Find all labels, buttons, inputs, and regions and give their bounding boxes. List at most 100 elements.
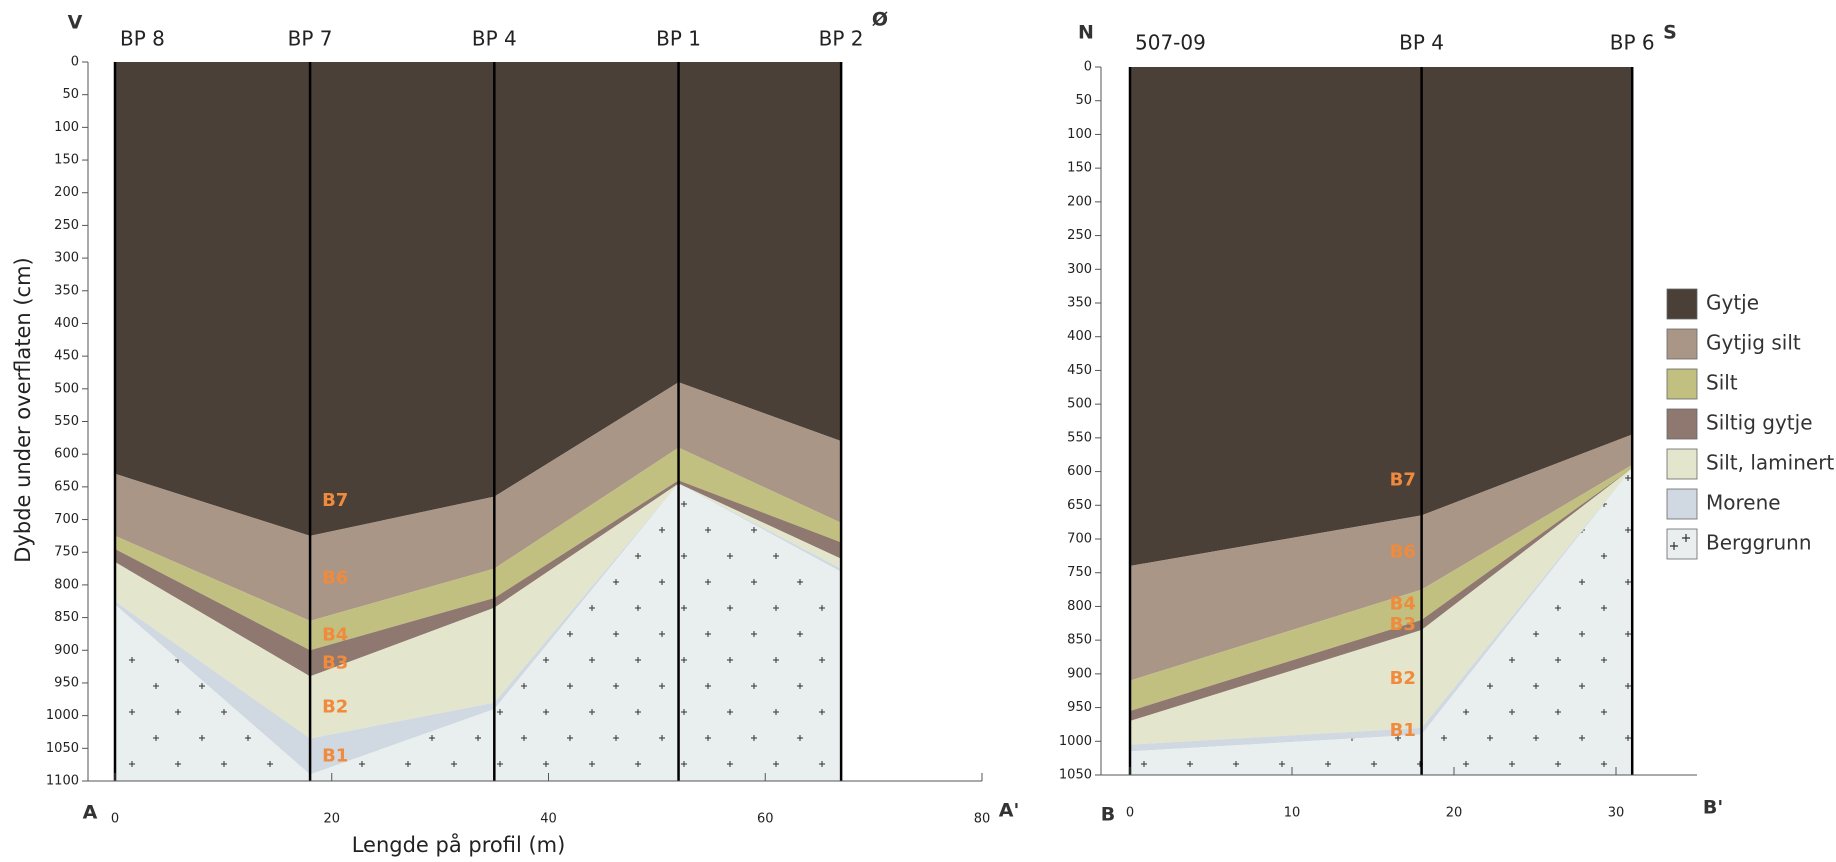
y-tick-label: 800	[1067, 599, 1092, 614]
legend-swatch	[1667, 489, 1697, 519]
y-tick-label: 350	[54, 283, 79, 298]
y-tick-label: 400	[1067, 329, 1092, 344]
y-axis-label: Dybde under overflaten (cm)	[11, 257, 35, 562]
y-tick-label: 850	[1067, 633, 1092, 648]
legend-swatch	[1667, 409, 1697, 439]
borehole-label: BP 1	[656, 27, 701, 51]
y-tick-label: 550	[1067, 430, 1092, 445]
y-tick-label: 1050	[46, 741, 79, 756]
borehole-label: BP 4	[1399, 31, 1444, 55]
legend-label: Silt	[1706, 371, 1738, 395]
legend-label: Gytje	[1706, 291, 1759, 315]
y-tick-label: 950	[1067, 700, 1092, 715]
y-tick-label: 600	[54, 447, 79, 462]
y-tick-label: 150	[1067, 161, 1092, 176]
unit-label: B3	[1390, 614, 1416, 635]
y-tick-label: 1000	[1059, 734, 1092, 749]
y-tick-label: 200	[1067, 194, 1092, 209]
y-tick-label: 900	[54, 643, 79, 658]
page: B7B6B4B3B2B1BP 8BP 7BP 4BP 1BP 205010015…	[0, 0, 1836, 862]
corner-label: A'	[999, 800, 1020, 822]
x-tick-label: 40	[540, 812, 557, 827]
x-tick-label: 20	[323, 812, 340, 827]
unit-label: B6	[1390, 541, 1416, 562]
unit-label: B7	[322, 490, 348, 511]
corner-label: B'	[1703, 797, 1723, 819]
x-tick-label: 20	[1446, 806, 1463, 821]
y-tick-label: 250	[1067, 228, 1092, 243]
y-tick-label: 750	[1067, 565, 1092, 580]
y-tick-label: 850	[54, 610, 79, 625]
x-tick-label: 10	[1284, 806, 1301, 821]
legend-swatch	[1667, 449, 1697, 479]
y-tick-label: 250	[54, 218, 79, 233]
corner-label: Ø	[872, 9, 888, 31]
unit-label: B4	[322, 625, 348, 646]
y-tick-label: 1100	[46, 774, 79, 789]
unit-label: B2	[322, 696, 348, 717]
legend-swatch	[1667, 289, 1697, 319]
legend-swatch	[1667, 329, 1697, 359]
borehole-label: 507-09	[1135, 31, 1206, 55]
unit-label: B6	[322, 567, 348, 588]
corner-label: S	[1663, 22, 1677, 44]
unit-label: B1	[322, 745, 348, 766]
x-tick-label: 80	[974, 812, 991, 827]
y-tick-label: 300	[54, 251, 79, 266]
x-tick-label: 60	[757, 812, 774, 827]
y-tick-label: 150	[54, 153, 79, 168]
legend-label: Silt, laminert	[1706, 451, 1834, 475]
y-tick-label: 400	[54, 316, 79, 331]
y-tick-label: 650	[54, 479, 79, 494]
borehole-label: BP 6	[1610, 31, 1655, 55]
y-tick-label: 50	[1075, 93, 1092, 108]
y-tick-label: 600	[1067, 464, 1092, 479]
corner-label: B	[1101, 804, 1115, 826]
y-tick-label: 100	[1067, 127, 1092, 142]
y-tick-label: 700	[1067, 532, 1092, 547]
y-tick-label: 550	[54, 414, 79, 429]
y-tick-label: 100	[54, 120, 79, 135]
y-tick-label: 500	[54, 381, 79, 396]
corner-label: N	[1078, 22, 1094, 44]
chart: B7B6B4B3B2B1BP 8BP 7BP 4BP 1BP 205010015…	[0, 0, 1836, 862]
y-tick-label: 750	[54, 545, 79, 560]
y-tick-label: 700	[54, 512, 79, 527]
y-tick-label: 800	[54, 577, 79, 592]
unit-label: B4	[1390, 594, 1416, 615]
y-tick-label: 450	[54, 349, 79, 364]
legend-label: Berggrunn	[1706, 531, 1812, 555]
y-tick-label: 350	[1067, 296, 1092, 311]
legend-label: Siltig gytje	[1706, 411, 1813, 435]
y-tick-label: 200	[54, 185, 79, 200]
unit-label: B1	[1390, 720, 1416, 741]
y-tick-label: 0	[1084, 60, 1092, 75]
legend-label: Gytjig silt	[1706, 331, 1801, 355]
y-tick-label: 1050	[1059, 768, 1092, 783]
borehole-label: BP 2	[819, 27, 864, 51]
y-tick-label: 650	[1067, 498, 1092, 513]
unit-label: B2	[1390, 668, 1416, 689]
y-tick-label: 900	[1067, 666, 1092, 681]
borehole-label: BP 7	[288, 27, 333, 51]
borehole-label: BP 8	[120, 27, 165, 51]
corner-label: A	[83, 802, 98, 824]
y-tick-label: 300	[1067, 262, 1092, 277]
x-tick-label: 0	[1126, 806, 1134, 821]
y-tick-label: 0	[71, 55, 79, 70]
legend-swatch	[1667, 369, 1697, 399]
x-tick-label: 30	[1608, 806, 1625, 821]
y-tick-label: 500	[1067, 397, 1092, 412]
legend-swatch	[1667, 529, 1697, 559]
borehole-label: BP 4	[472, 27, 517, 51]
y-tick-label: 1000	[46, 708, 79, 723]
y-tick-label: 950	[54, 675, 79, 690]
y-tick-label: 450	[1067, 363, 1092, 378]
x-axis-label: Lengde på profil (m)	[352, 832, 566, 857]
y-tick-label: 50	[62, 87, 79, 102]
x-tick-label: 0	[111, 812, 119, 827]
corner-label: V	[68, 12, 83, 34]
legend-label: Morene	[1706, 491, 1781, 515]
unit-label: B7	[1390, 469, 1416, 490]
unit-label: B3	[322, 652, 348, 673]
